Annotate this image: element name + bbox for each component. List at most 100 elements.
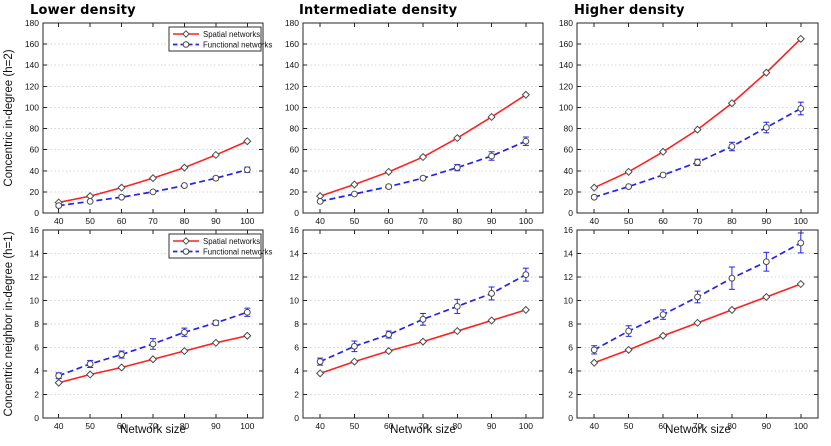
svg-text:20: 20	[564, 187, 574, 197]
svg-text:70: 70	[418, 216, 428, 226]
svg-text:12: 12	[564, 272, 574, 282]
svg-text:180: 180	[25, 18, 39, 28]
svg-text:90: 90	[487, 216, 497, 226]
svg-text:100: 100	[559, 102, 573, 112]
svg-text:0: 0	[568, 413, 573, 423]
svg-text:0: 0	[34, 413, 39, 423]
svg-text:100: 100	[519, 216, 533, 226]
svg-text:70: 70	[693, 421, 703, 431]
series-functional	[55, 166, 251, 210]
legend-label: Functional networks	[203, 40, 272, 49]
svg-text:40: 40	[315, 216, 325, 226]
svg-text:50: 50	[624, 421, 634, 431]
svg-text:100: 100	[25, 102, 39, 112]
svg-text:20: 20	[290, 187, 300, 197]
error-bars	[591, 232, 804, 355]
diamond-markers	[54, 137, 252, 207]
tick-labels: 0 2 4 6 8 10 12 14 16 40 50 60 70 80 90 100	[290, 225, 534, 431]
svg-text:120: 120	[559, 81, 573, 91]
svg-text:6: 6	[34, 343, 39, 353]
axes	[576, 22, 819, 214]
svg-text:50: 50	[350, 421, 360, 431]
circle-markers	[55, 166, 251, 210]
gridlines	[43, 253, 263, 395]
title-higher-density: Higher density	[574, 3, 685, 18]
svg-text:60: 60	[30, 145, 40, 155]
svg-text:100: 100	[240, 421, 254, 431]
svg-text:10: 10	[564, 296, 574, 306]
svg-text:80: 80	[453, 421, 463, 431]
svg-text:2: 2	[568, 390, 573, 400]
svg-text:90: 90	[762, 216, 772, 226]
svg-text:50: 50	[624, 216, 634, 226]
svg-text:80: 80	[290, 124, 300, 134]
svg-text:50: 50	[85, 216, 95, 226]
svg-text:0: 0	[34, 208, 39, 218]
svg-text:4: 4	[34, 366, 39, 376]
series-spatial	[590, 279, 805, 367]
x-axis-label-left: Network size	[120, 424, 186, 436]
svg-text:12: 12	[30, 272, 40, 282]
error-bars	[317, 136, 529, 203]
chart-intermediate-h2: 0 20 40 60 80 100 120 140 160 180 40 50 60 70 80 90 100	[285, 18, 544, 226]
svg-text:160: 160	[285, 39, 299, 49]
tick-labels: 0 2 4 6 8 10 12 14 16 40 50 60 70 80 90 100	[30, 225, 255, 431]
svg-text:90: 90	[762, 421, 772, 431]
circle-markers	[316, 271, 530, 366]
svg-text:160: 160	[559, 39, 573, 49]
svg-text:90: 90	[211, 421, 221, 431]
chart-higher-h2: 0 20 40 60 80 100 120 140 160 180 40 50 60 70 80 90 100	[559, 18, 819, 226]
y-axis-label-bottom-row: Concentric neighbor in-degree (h=1)	[3, 231, 15, 417]
circle-markers	[590, 239, 805, 354]
legend-label: Functional networks	[203, 247, 272, 256]
series-functional	[316, 267, 530, 366]
svg-text:50: 50	[85, 421, 95, 431]
svg-text:0: 0	[294, 208, 299, 218]
series-functional	[590, 232, 805, 355]
svg-text:80: 80	[453, 216, 463, 226]
svg-text:16: 16	[290, 225, 300, 235]
svg-text:8: 8	[568, 319, 573, 329]
series-spatial	[590, 34, 805, 192]
svg-text:60: 60	[117, 216, 127, 226]
svg-text:40: 40	[54, 421, 64, 431]
tick-labels: 0 20 40 60 80 100 120 140 160 180 40 50 60 70 80 90 100	[285, 18, 533, 226]
svg-text:80: 80	[30, 124, 40, 134]
svg-text:40: 40	[564, 166, 574, 176]
gridlines	[43, 43, 263, 193]
chart-intermediate-h1: 0 2 4 6 8 10 12 14 16 40 50 60 70 80 90 100	[290, 225, 544, 431]
svg-text:40: 40	[30, 166, 40, 176]
series-spatial	[316, 305, 530, 378]
svg-text:16: 16	[30, 225, 40, 235]
svg-text:10: 10	[30, 296, 40, 306]
svg-text:60: 60	[290, 145, 300, 155]
svg-text:120: 120	[285, 81, 299, 91]
svg-text:6: 6	[294, 343, 299, 353]
svg-text:100: 100	[240, 216, 254, 226]
svg-text:140: 140	[285, 60, 299, 70]
axes	[42, 229, 264, 419]
x-axis-label-right: Network size	[665, 424, 731, 436]
svg-text:180: 180	[285, 18, 299, 28]
svg-text:60: 60	[384, 421, 394, 431]
svg-text:70: 70	[418, 421, 428, 431]
y-axis-label-top-row: Concentric in-degree (h=2)	[3, 49, 15, 187]
svg-text:40: 40	[589, 216, 599, 226]
svg-text:16: 16	[564, 225, 574, 235]
series-functional	[316, 136, 530, 205]
diamond-markers	[590, 34, 805, 192]
svg-text:80: 80	[564, 124, 574, 134]
svg-text:60: 60	[117, 421, 127, 431]
diamond-markers	[316, 90, 530, 201]
error-bars	[317, 267, 529, 366]
svg-text:0: 0	[294, 413, 299, 423]
svg-text:4: 4	[568, 366, 573, 376]
svg-text:8: 8	[34, 319, 39, 329]
svg-text:100: 100	[285, 102, 299, 112]
svg-text:80: 80	[727, 421, 737, 431]
axes	[302, 22, 544, 214]
